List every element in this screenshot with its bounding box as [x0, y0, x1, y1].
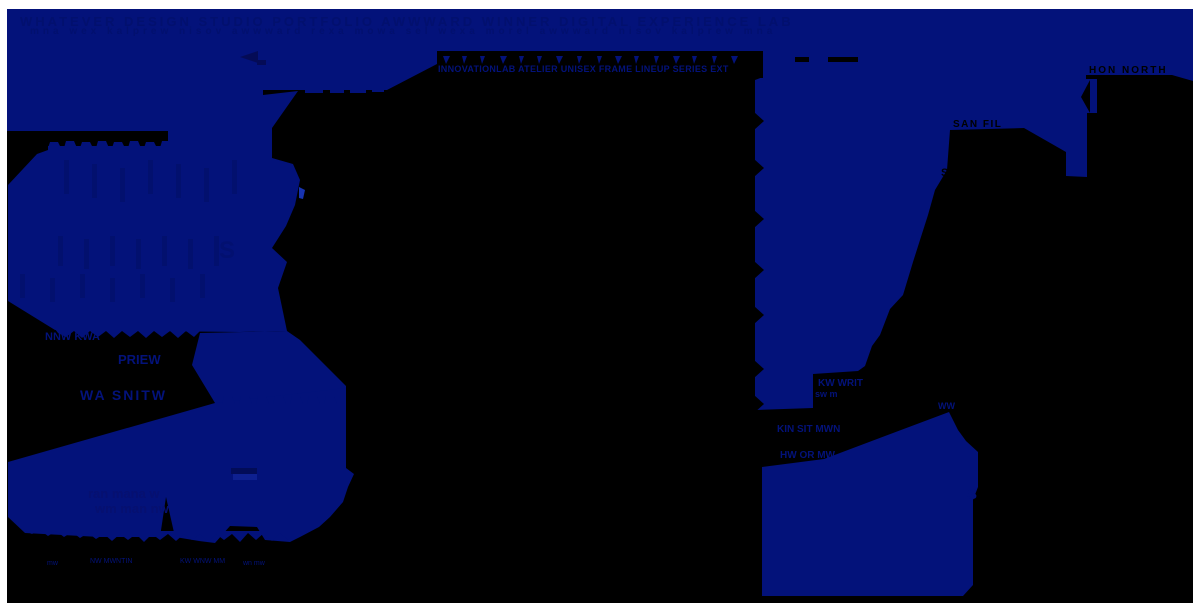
svg-text:WW: WW [938, 401, 955, 411]
svg-text:SAN FIL: SAN FIL [953, 119, 1002, 130]
svg-text:s: s [896, 363, 902, 375]
svg-text:KW WRIT: KW WRIT [818, 378, 863, 389]
svg-text:S: S [967, 486, 977, 503]
svg-text:mna wex kalprew nisov awwward: mna wex kalprew nisov awwward rexa mowa … [30, 26, 776, 37]
svg-text:S: S [941, 167, 948, 179]
svg-text:WHATEVER DESIGN STUDIO PORTFOL: WHATEVER DESIGN STUDIO PORTFOLIO AWWWARD… [20, 14, 794, 29]
svg-text:HW OR MW: HW OR MW [780, 450, 836, 461]
svg-text:sw m: sw m [815, 389, 838, 399]
svg-text:NW MWNTIN: NW MWNTIN [90, 558, 132, 565]
svg-text:NNW KWA: NNW KWA [45, 331, 100, 343]
svg-text:wn mw: wn mw [242, 560, 266, 567]
svg-text:KIN SIT MWN: KIN SIT MWN [777, 424, 840, 435]
svg-text:WA SNITW: WA SNITW [80, 387, 167, 403]
svg-text:PRIEW: PRIEW [118, 352, 161, 367]
svg-text:S: S [923, 231, 930, 243]
svg-text:INNOVATIONLAB ATELIER UNISEX F: INNOVATIONLAB ATELIER UNISEX FRAME LINEU… [438, 64, 729, 74]
svg-text:KW WNW MM: KW WNW MM [180, 558, 225, 565]
svg-text:mw: mw [47, 560, 59, 567]
svg-text:ran mana w: ran mana w [88, 486, 160, 501]
svg-text:wm man nw: wm man nw [94, 501, 170, 516]
svg-text:S: S [219, 237, 235, 264]
svg-text:HON NORTH: HON NORTH [1089, 65, 1168, 76]
